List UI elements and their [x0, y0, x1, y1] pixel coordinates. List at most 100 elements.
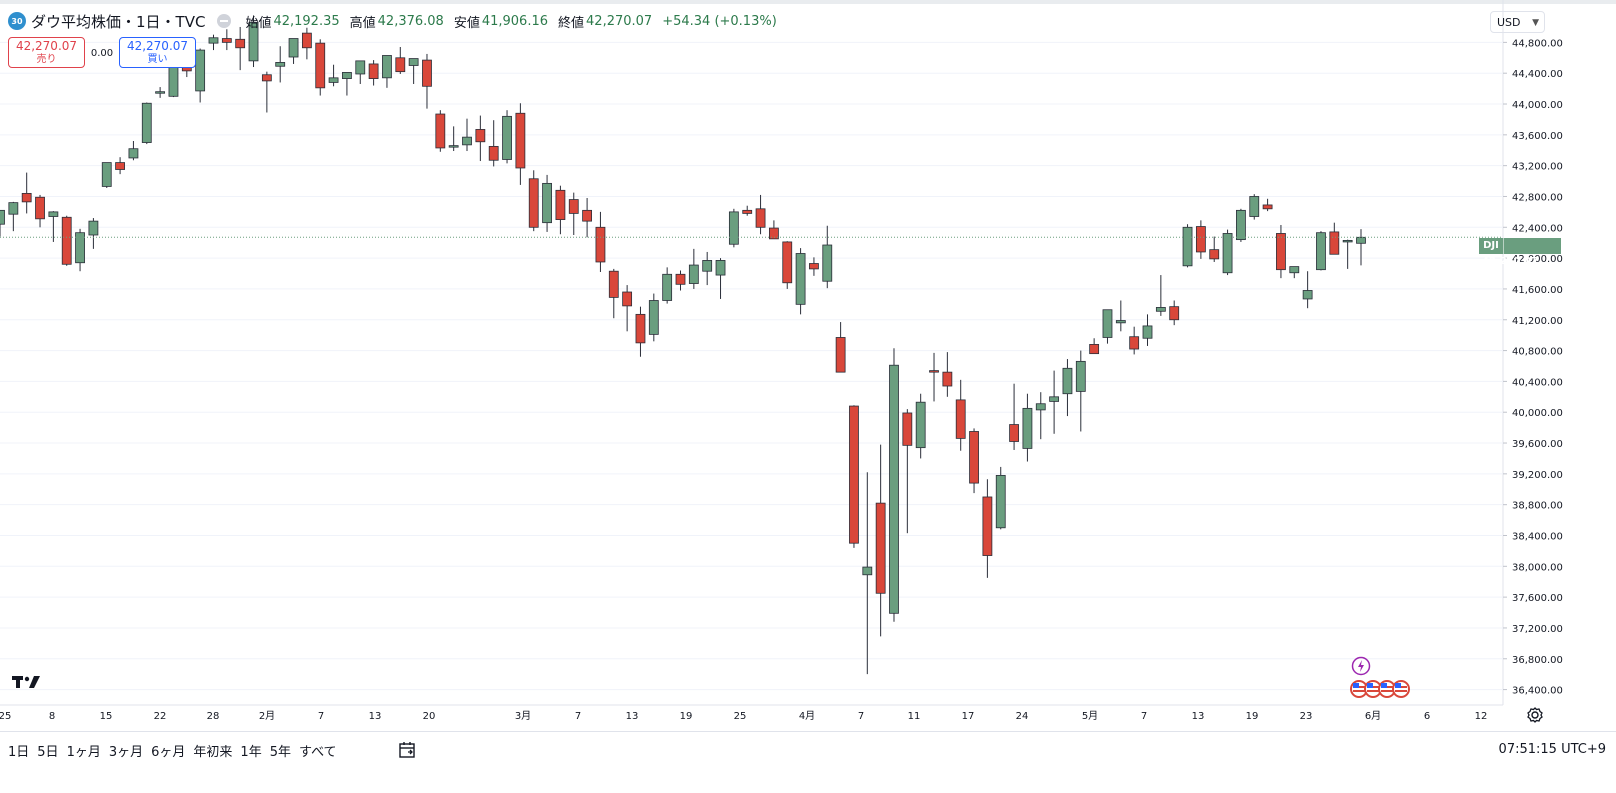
- price-tick-label: 38,800.00: [1512, 501, 1563, 512]
- candle-body: [88, 220, 99, 236]
- candle: [1289, 266, 1300, 279]
- candle-body: [648, 300, 659, 335]
- candle-body: [1316, 232, 1326, 271]
- range-button[interactable]: 1ヶ月: [66, 744, 101, 760]
- candle-body: [235, 38, 246, 49]
- price-tick-label: 40,000.00: [1512, 408, 1563, 419]
- close-label: 終値: [558, 15, 585, 31]
- range-button[interactable]: 1日: [8, 744, 30, 760]
- candle: [1236, 208, 1246, 242]
- change-value: +54.34 (+0.13%): [662, 13, 777, 29]
- high-value: 42,376.08: [377, 13, 444, 29]
- candle-body: [1222, 233, 1233, 274]
- buy-button[interactable]: 42,270.07 買い: [119, 37, 196, 68]
- candle: [769, 220, 779, 240]
- candle: [675, 270, 686, 291]
- candlestick-chart[interactable]: 44,800.00 44,400.00 44,000.00 43,600.00 43,2…: [0, 0, 1616, 731]
- us-events-icons[interactable]: [1349, 679, 1413, 699]
- candle: [261, 71, 272, 113]
- dividend-event-icon[interactable]: [1351, 656, 1371, 676]
- high-label: 高値: [349, 15, 376, 31]
- candle: [248, 15, 259, 68]
- candle: [141, 102, 152, 145]
- candle-body: [75, 232, 85, 264]
- candle: [342, 72, 352, 96]
- candle: [435, 110, 446, 152]
- candle-body: [288, 38, 299, 58]
- sell-button[interactable]: 42,270.07 売り: [8, 37, 85, 68]
- time-tick-label: 5月: [1082, 710, 1098, 722]
- time-tick-label: 20: [423, 711, 436, 722]
- time-tick-label: 24: [1016, 711, 1029, 722]
- time-tick-label: 7: [318, 711, 324, 722]
- chart-settings-gear-icon[interactable]: [1525, 705, 1545, 725]
- price-tick-label: 38,000.00: [1512, 562, 1563, 573]
- candle: [275, 46, 286, 83]
- price-tick-label: 37,200.00: [1512, 624, 1563, 635]
- price-tick-label: 41,600.00: [1512, 285, 1563, 296]
- candle: [502, 110, 512, 164]
- range-button[interactable]: 5年: [269, 744, 291, 760]
- time-tick-label: 25: [734, 711, 747, 722]
- candle: [915, 393, 926, 459]
- candle: [635, 306, 646, 357]
- range-button[interactable]: 年初来: [193, 744, 233, 760]
- candle: [408, 58, 419, 84]
- range-button[interactable]: 1年: [240, 744, 262, 760]
- candle: [902, 409, 913, 534]
- hide-legend-icon[interactable]: [217, 14, 232, 28]
- candle: [0, 209, 5, 237]
- price-axis[interactable]: 44,800.00 44,400.00 44,000.00 43,600.00 43,2…: [1503, 38, 1563, 697]
- candle-body: [688, 264, 699, 284]
- price-tick-label: 39,200.00: [1512, 470, 1563, 481]
- symbol-legend: 30 ダウ平均株価・1日・TVC 始値 42,192.35 高値 42,376.…: [8, 11, 787, 31]
- time-axis[interactable]: 25 8 15 22 28 2月 7 13 20 3月 7 13 19 25 4月 7 11 17 24 5月 7 13 1…: [0, 710, 1487, 722]
- candle: [1209, 236, 1220, 262]
- candle: [1302, 271, 1313, 309]
- price-tick-label: 44,800.00: [1512, 38, 1563, 49]
- candle-body: [462, 136, 472, 146]
- candle: [835, 322, 846, 373]
- candle: [1022, 393, 1033, 462]
- candle: [849, 405, 859, 548]
- candle: [969, 428, 979, 494]
- range-button[interactable]: 5日: [37, 744, 59, 760]
- candle: [61, 215, 72, 266]
- candle: [568, 192, 579, 235]
- range-button[interactable]: すべて: [298, 744, 337, 760]
- candle-body: [141, 102, 152, 143]
- candle-body: [929, 370, 939, 373]
- candle-body: [368, 63, 379, 79]
- range-button[interactable]: 3ヶ月: [108, 744, 144, 760]
- candle-body: [61, 216, 72, 265]
- candle: [422, 53, 432, 109]
- last-price-value: 42,270.07: [1482, 256, 1539, 267]
- candle-body: [382, 55, 392, 79]
- candle: [1102, 309, 1113, 344]
- candle: [809, 257, 819, 276]
- symbol-name[interactable]: ダウ平均株価・1日・TVC: [31, 12, 206, 31]
- clock[interactable]: 07:51:15 UTC+9: [1498, 742, 1606, 757]
- range-button[interactable]: 6ヶ月: [151, 744, 186, 760]
- candle-body: [969, 431, 979, 484]
- time-tick-label: 23: [1300, 711, 1313, 722]
- candle-body: [221, 38, 232, 43]
- candle-body: [595, 226, 606, 263]
- flag-icon: [1392, 680, 1410, 698]
- candle: [382, 55, 392, 88]
- candle-body: [755, 208, 766, 228]
- candle-body: [555, 189, 566, 220]
- candle: [1356, 229, 1366, 266]
- candle-body: [435, 113, 446, 149]
- candle: [782, 241, 793, 289]
- date-range-icon[interactable]: [398, 740, 418, 760]
- tradingview-logo-icon[interactable]: [12, 674, 42, 690]
- price-tick-label: 37,600.00: [1512, 593, 1563, 604]
- candle-body: [475, 129, 486, 143]
- candle-body: [1209, 249, 1220, 260]
- time-tick-label: 13: [1192, 711, 1205, 722]
- currency-select[interactable]: USD ▼: [1490, 11, 1545, 33]
- candle-body: [742, 209, 753, 214]
- open-label: 始値: [245, 15, 272, 31]
- candle: [1342, 239, 1353, 269]
